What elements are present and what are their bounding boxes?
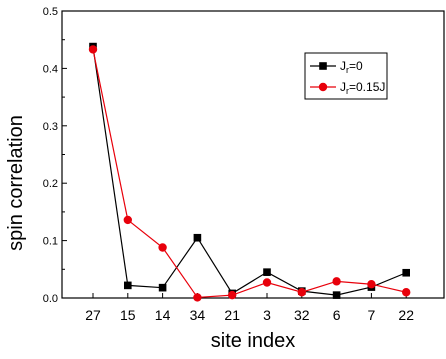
legend-marker-1 [319, 62, 327, 70]
x-tick-label: 14 [155, 307, 171, 323]
x-tick-label: 7 [368, 307, 376, 323]
x-tick-label: 34 [190, 307, 206, 323]
series-2-point [123, 215, 132, 225]
y-tick-label: 0.5 [43, 6, 58, 18]
series-line-2 [92, 49, 407, 299]
y-tick-label: 0.3 [43, 121, 58, 133]
x-tick-label: 21 [224, 307, 240, 323]
legend: Jr=0 Jr=0.15J [304, 52, 388, 100]
x-tick-label: 3 [263, 307, 271, 323]
y-tick-label: 0.0 [43, 293, 58, 305]
x-tick-label: 32 [294, 307, 310, 323]
series-1-point [124, 281, 132, 290]
series-2-point [88, 45, 98, 54]
series-layer [88, 42, 411, 302]
y-tick-label: 0.2 [43, 178, 58, 190]
legend-label-1: Jr=0 [340, 59, 363, 75]
series-1-point [193, 233, 202, 242]
series-2-point [402, 288, 411, 297]
series-1-point [263, 268, 271, 276]
legend-label-2: Jr=0.15J [340, 80, 385, 96]
series-2-point [158, 243, 167, 252]
x-tick-label: 27 [85, 307, 101, 323]
series-2-point [193, 293, 202, 302]
legend-box [304, 52, 388, 100]
y-tick-label: 0.4 [43, 63, 58, 75]
series-1-point [158, 283, 167, 292]
legend-marker-2 [318, 82, 328, 92]
series-2-point [228, 290, 237, 300]
x-axis-label: site index [211, 330, 296, 352]
y-axis-label: spin correlation [5, 115, 27, 251]
series-2-point [262, 278, 272, 287]
series-2-point [332, 277, 341, 286]
series-line-1 [92, 46, 407, 296]
series-2-point [367, 280, 376, 289]
y-tick-label: 0.1 [43, 236, 58, 248]
series-1-point [402, 268, 410, 277]
ticks-layer: 0.0 0.1 0.2 0.3 0.4 0.5 27 15 14 34 21 3 32 6 7 22 [43, 6, 414, 323]
series-1-point [332, 291, 341, 299]
x-tick-label: 22 [398, 307, 414, 323]
series-2-point [297, 288, 306, 297]
x-tick-label: 6 [333, 307, 341, 323]
x-tick-label: 15 [120, 307, 136, 323]
